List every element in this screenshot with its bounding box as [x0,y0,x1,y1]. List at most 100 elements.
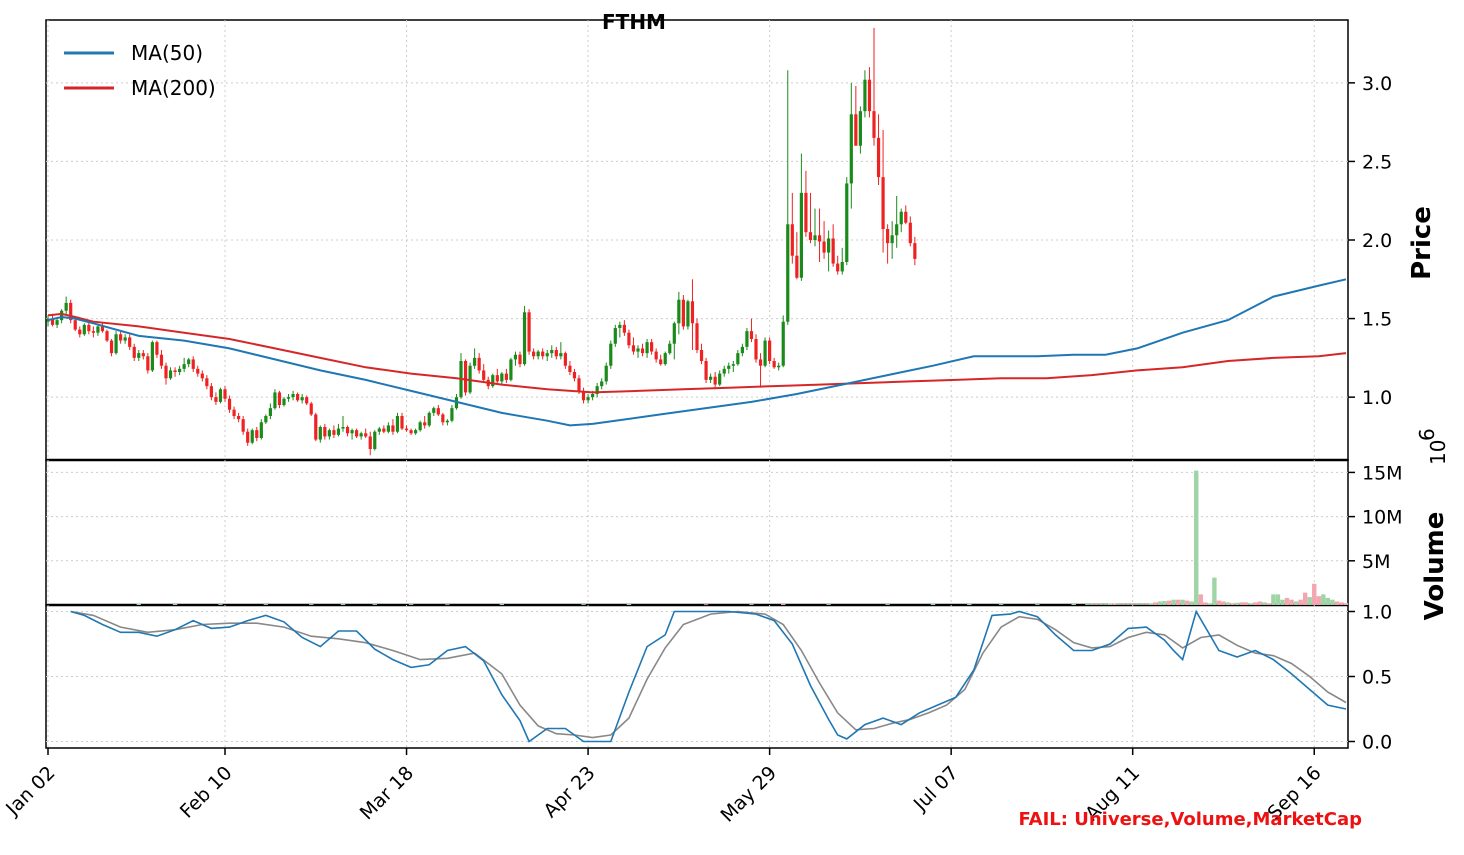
candle-body [518,354,522,365]
candle-body [105,331,109,341]
candle-body [695,323,699,350]
candle-body [586,397,590,401]
candle-body [395,416,400,432]
volume-tick-label: 15M [1362,462,1403,484]
candle-body [109,340,114,354]
volume-bar [408,604,414,605]
volume-bar [1071,603,1076,605]
candle-body [205,378,209,387]
volume-bar [1171,599,1176,605]
candle-body [559,353,563,357]
candle-body [504,373,508,380]
candle-body [345,427,350,434]
volume-bar [1325,597,1331,605]
volume-bar [1125,604,1131,605]
volume-tick-label: 5M [1362,551,1390,573]
volume-bar [1316,596,1321,605]
volume-bar [1239,602,1244,605]
volume-bar [1330,599,1335,605]
price-tick-label: 1.5 [1362,309,1392,331]
candle-body [318,427,322,440]
candle-body [577,378,581,391]
candle-body [382,428,386,432]
candle-body [713,376,717,385]
ma50-line [47,278,1347,427]
candle-body [191,359,195,369]
volume-bar [1153,602,1158,605]
candle-body [232,409,236,416]
candle-body [500,373,504,382]
volume-bar [1298,599,1303,605]
candle-body [650,342,654,352]
candle-body [532,351,536,357]
candle-body [886,229,890,244]
volume-bar [1035,604,1040,605]
candle-body [46,318,50,322]
volume-bar [1221,601,1226,605]
candle-body [681,299,685,327]
candle-body [736,353,740,365]
x-tick-label: Jan 02 [1,762,59,820]
candle-body [463,361,468,393]
volume-bar [1166,600,1172,605]
volume-bar [1203,602,1208,605]
candle-body [854,114,858,146]
volume-bar [340,603,346,605]
volume-bar [1339,602,1344,605]
candle-body [527,312,531,352]
volume-bar [885,604,890,605]
candle-body [899,211,903,225]
volume-bar [1302,592,1308,605]
candle-body [913,243,917,259]
candle-body [96,326,100,333]
x-tick-label: Apr 23 [539,762,599,822]
candle-body [758,359,763,366]
candle-body [436,408,440,415]
candle-body [763,340,767,366]
candle-body [817,235,822,242]
volume-exponent-power: 6 [1415,428,1439,441]
candle-body [473,357,477,366]
candle-body [364,433,368,437]
candle-body [223,389,227,399]
candle-body [82,324,86,335]
candle-body [477,357,481,371]
candle-body [132,346,136,358]
volume-bar [1321,594,1326,605]
volume-bar [1207,603,1213,605]
candle-body [418,422,422,431]
volume-bar [136,603,141,605]
x-tick-label: May 29 [716,762,781,827]
volume-bar [1107,603,1113,605]
volume-bar [1280,599,1285,605]
candle-body [173,370,177,372]
candle-body [259,422,263,438]
candle-body [618,324,622,328]
candle-body [709,376,713,380]
stoch-d-line [70,610,1347,739]
candle-body [137,353,141,358]
candle-body [613,328,617,344]
volume-bar [703,604,709,606]
candle-body [164,365,168,379]
candle-body [391,425,395,432]
candle-body [772,361,776,368]
candle-body [296,394,300,401]
candle-body [845,183,849,262]
candle-body [404,428,409,431]
candle-body [804,192,808,233]
candle-body [336,428,341,435]
candle-body [895,224,899,236]
candle-body [314,414,318,440]
candle-body [536,351,540,357]
candle-body [581,390,586,401]
volume-bar [1293,601,1299,605]
candle-body [622,324,626,333]
volume-bar [1180,599,1185,605]
candle-body [482,370,486,380]
volume-bar [372,604,377,605]
volume-bar [1266,603,1272,605]
candle-body [237,416,241,420]
candle-body [264,416,268,423]
